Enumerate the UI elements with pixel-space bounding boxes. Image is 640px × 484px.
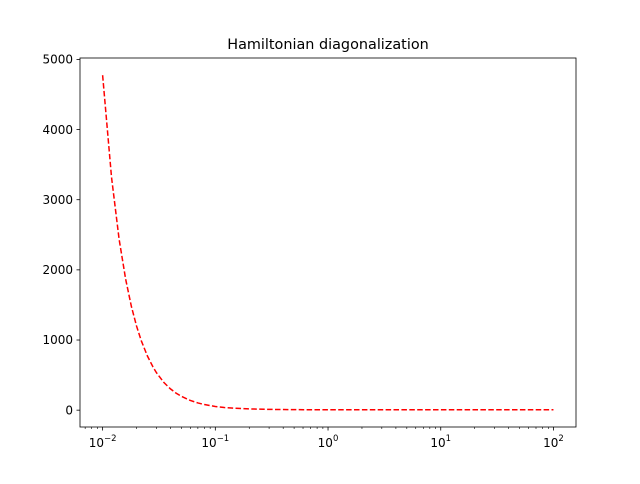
y-tick-label: 5000 bbox=[42, 53, 73, 67]
y-axis: 0 1000 2000 3000 4000 5000 bbox=[42, 53, 80, 417]
series-line-0 bbox=[101, 75, 554, 411]
chart-title: Hamiltonian diagonalization bbox=[227, 37, 429, 53]
x-tick-label: 101 bbox=[430, 434, 451, 450]
x-tick-label: 100 bbox=[318, 434, 339, 450]
plot-area bbox=[101, 75, 554, 411]
x-tick-label: 102 bbox=[543, 434, 564, 450]
y-tick-label: 4000 bbox=[42, 123, 73, 137]
x-axis: 10−2 10−1 100 101 102 bbox=[84, 427, 564, 450]
axes-frame bbox=[79, 57, 577, 428]
y-tick-label: 2000 bbox=[42, 263, 73, 277]
x-tick-label: 10−1 bbox=[201, 434, 229, 450]
y-tick-label: 0 bbox=[65, 403, 73, 417]
x-tick-label: 10−2 bbox=[89, 434, 117, 450]
y-tick-label: 1000 bbox=[42, 333, 73, 347]
y-tick-label: 3000 bbox=[42, 193, 73, 207]
